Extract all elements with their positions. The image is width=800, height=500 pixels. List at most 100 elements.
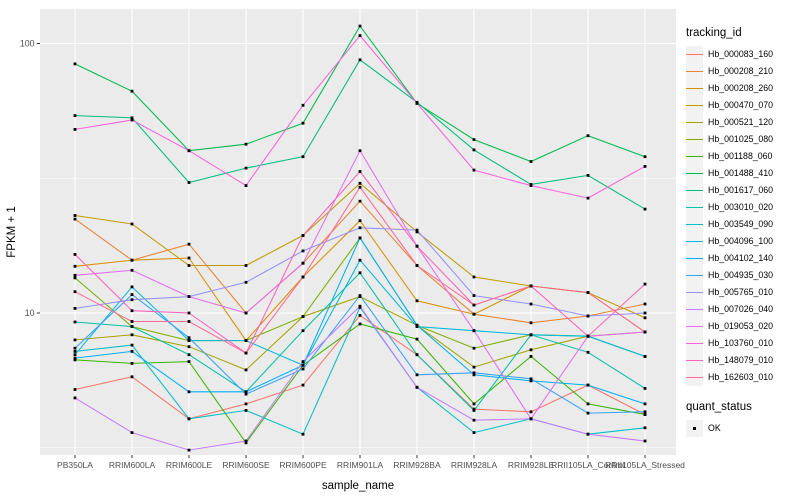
data-point [358,58,362,62]
data-point [472,418,476,422]
data-point [358,294,362,297]
data-point [130,118,134,122]
legend-item-Hb_019053_020: Hb_019053_020 [686,318,798,335]
data-point [529,184,533,187]
data-point [73,273,77,277]
data-point [130,268,134,272]
data-point [415,264,419,267]
data-point [415,228,419,232]
data-point [187,390,191,394]
legend-item-label: Hb_000083_160 [708,49,774,59]
legend-item-label: Hb_000470_070 [708,100,774,110]
legend-key-swatch [686,114,703,131]
data-point [643,439,647,443]
data-point [643,316,647,320]
data-point [586,291,590,294]
data-point [244,142,248,146]
data-point [244,392,248,396]
data-point [358,34,362,37]
data-point [244,166,248,170]
data-point [472,431,476,434]
data-point [358,181,362,185]
data-point [472,294,476,297]
data-point [73,276,77,280]
legend-item-Hb_001025_080: Hb_001025_080 [686,131,798,148]
data-point [529,379,533,383]
legend-key-swatch [686,284,703,301]
data-point [358,236,362,240]
data-point [358,185,362,189]
data-point [244,339,248,342]
legend-item-label: Hb_148079_010 [708,355,774,365]
legend-item-label: OK [708,423,721,433]
legend-item-label: Hb_007026_040 [708,304,774,314]
legend-item-label: Hb_001188_060 [708,151,773,161]
legend-item-Hb_007026_040: Hb_007026_040 [686,301,798,318]
data-point [529,355,533,358]
data-point [529,348,533,352]
x-tick-label: RRIM928LE [508,460,555,470]
data-point [130,343,134,347]
legend-item-Hb_005765_010: Hb_005765_010 [686,284,798,301]
legend-key-line [686,121,703,124]
legend-item-Hb_001488_410: Hb_001488_410 [686,165,798,182]
legend-item-label: Hb_000208_260 [708,83,774,93]
legend-key-swatch [686,165,703,182]
data-point [244,184,248,187]
data-point [586,350,590,354]
data-point [586,196,590,200]
legend-item-Hb_003549_090: Hb_003549_090 [686,216,798,233]
legend-item-Hb_004102_140: Hb_004102_140 [686,250,798,267]
data-point [244,441,248,445]
data-point [73,396,77,400]
legend-item-Hb_000083_160: Hb_000083_160 [686,46,798,63]
data-point [73,346,77,350]
data-point [358,258,362,262]
data-point [130,285,134,289]
x-axis-title: sample_name [322,480,394,492]
data-point [73,320,77,324]
data-point [472,303,476,307]
data-point [130,431,134,434]
legend-key-line [686,70,703,73]
x-tick-label: RRIM600SE [222,460,270,470]
data-point [472,373,476,377]
legend-item-label: Hb_000208_210 [708,66,774,76]
data-point [187,256,191,260]
data-point [73,388,77,391]
data-point [73,264,77,268]
data-point [643,282,647,286]
legend-key-swatch [686,148,703,165]
data-point [529,333,533,337]
legend-key-swatch [686,97,703,114]
legend-key-line [686,308,703,311]
data-point [415,385,419,389]
legend-key-swatch [686,250,703,267]
data-point [244,264,248,267]
data-point [301,234,305,237]
data-point [73,62,77,66]
legend-item-label: Hb_004102_140 [708,253,774,263]
data-point [130,362,134,365]
data-point [415,323,419,327]
data-point [187,336,191,340]
legend-item-label: Hb_004096_100 [708,236,774,246]
legend-item-label: Hb_001617_060 [708,185,774,195]
data-point [244,439,248,443]
data-point [187,345,191,349]
data-point [472,346,476,350]
legend-key-line [686,87,703,90]
legend-key-swatch [686,233,703,250]
data-point [73,356,77,360]
legend-key-line [686,189,703,192]
data-point [643,387,647,390]
data-point [73,307,77,310]
legend-key-line [686,172,703,175]
data-point [586,383,590,387]
data-point [472,329,476,333]
legend-key-line [686,325,703,328]
data-point [415,337,419,341]
data-point [301,103,305,107]
